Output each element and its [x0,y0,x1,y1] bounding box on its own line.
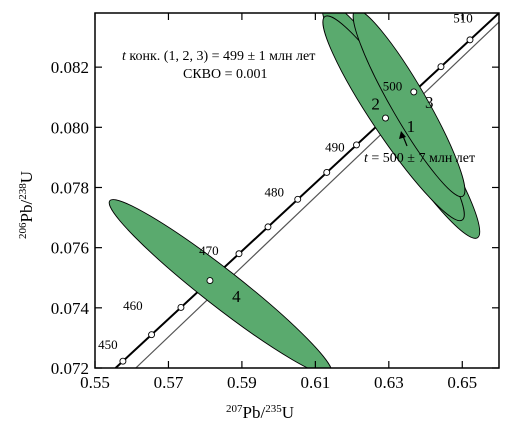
y-tick-label: 0.082 [51,58,89,77]
x-tick-label: 0.63 [374,373,404,392]
discordia-regression-line [135,21,499,368]
age-mark-550 [410,88,418,96]
mswd-annotation: СКВО = 0.001 [183,67,268,82]
age-mark-510 [294,195,302,203]
x-axis-title: 207Pb/235U [226,403,294,422]
intercept-age-annotation: t = 500 ± 7 млн лет [364,151,475,166]
y-tick-label: 0.076 [51,239,89,258]
age-mark-460 [148,331,156,339]
ellipse-labels: 1 2 3 4 [232,93,433,306]
age-mark-480 [206,277,214,285]
intercept-arrow [402,135,408,147]
concordant-age-annotation: t конк. (1, 2, 3) = 499 ± 1 млн лет [122,49,315,64]
concordia-age-labels: 450 460 470 480 490 500 510 [98,11,473,352]
x-tick-label: 0.65 [447,373,477,392]
x-tick-label: 0.55 [80,373,110,392]
age-mark-560 [437,63,445,71]
age-mark-570 [466,36,474,44]
age-mark-520 [323,169,331,176]
ellipse-2 [322,15,465,222]
age-mark-450 [119,357,127,365]
age-label-460: 460 [123,298,143,313]
concordia-age-marks [119,36,474,365]
age-label-480: 480 [264,185,284,200]
x-tick-label: 0.59 [227,373,257,392]
ellipse-label-2: 2 [371,94,380,113]
x-axis: 0.55 0.57 0.59 0.61 0.63 0.65 [80,13,477,392]
age-label-490: 490 [325,139,345,154]
y-tick-label: 0.072 [51,359,89,378]
y-tick-label: 0.078 [51,178,89,197]
ellipse-4 [108,199,333,368]
y-axis: 0.072 0.074 0.076 0.078 0.080 0.082 [51,58,499,378]
ellipse-label-1: 1 [407,117,416,136]
concordant-age-text: конк. (1, 2, 3) = 499 ± 1 млн лет [126,49,315,64]
x-tick-label: 0.61 [300,373,330,392]
age-label-470: 470 [199,243,219,258]
age-mark-490 [235,250,243,258]
ellipse-label-4: 4 [232,287,241,306]
age-mark-530 [353,141,360,149]
x-tick-label: 0.57 [154,373,184,392]
age-mark-540 [382,114,389,122]
y-tick-label: 0.080 [51,118,89,137]
plot-frame [94,12,500,369]
age-label-510: 510 [453,11,473,26]
intercept-arrowhead [399,131,406,139]
age-label-450: 450 [98,337,118,352]
age-mark-470 [177,304,185,311]
analysis-ellipses [108,13,481,368]
y-axis-title: 206Pb/238U [17,171,36,239]
y-tick-label: 0.074 [51,299,90,318]
age-label-500: 500 [383,79,403,94]
ellipse-label-3: 3 [425,93,434,112]
intercept-age-text: = 500 ± 7 млн лет [368,151,475,166]
ellipse-3 [352,13,466,198]
age-mark-500 [264,223,272,231]
